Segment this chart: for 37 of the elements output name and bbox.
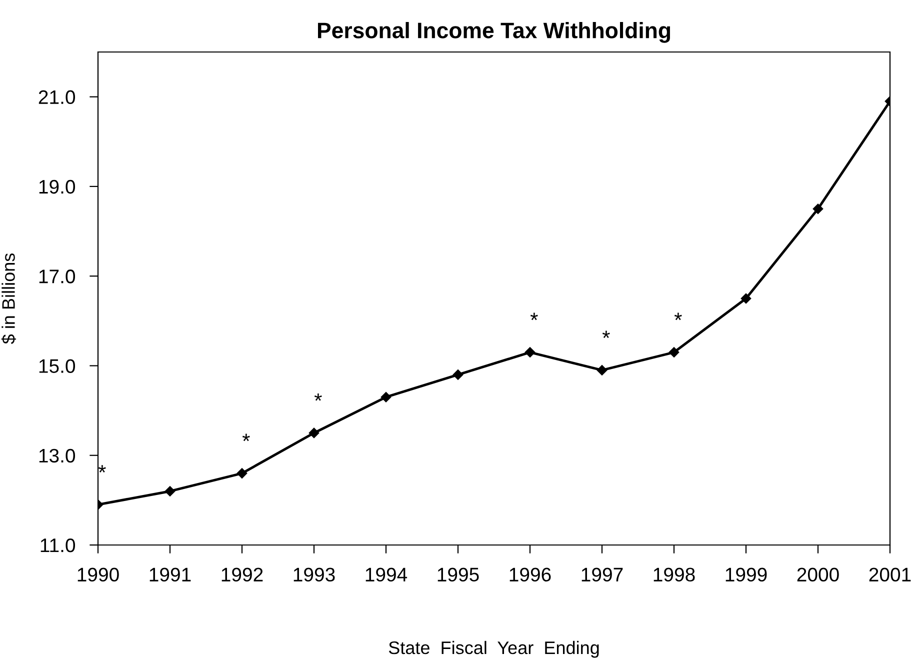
- chart-title: Personal Income Tax Withholding: [318, 22, 670, 43]
- x-tick-label: 1993: [294, 568, 335, 582]
- annotation: *: [602, 330, 610, 338]
- y-tick-label: 13.0: [39, 448, 76, 463]
- point: [668, 347, 680, 358]
- annotation: *: [242, 434, 250, 442]
- y-tick-label: 15.0: [39, 359, 76, 373]
- point: [596, 365, 608, 376]
- point: [308, 428, 320, 438]
- point: [380, 392, 392, 402]
- point: [236, 468, 248, 478]
- x-tick-label: 1994: [366, 568, 408, 582]
- y-tick-label: 19.0: [39, 180, 76, 194]
- x-tick-label: 1996: [510, 568, 551, 582]
- point: [812, 204, 824, 214]
- x-tick-label: 1992: [222, 568, 263, 582]
- x-tick-label: 2000: [797, 568, 839, 582]
- annotation: *: [530, 312, 538, 320]
- x-tick-label: 2001: [869, 568, 911, 582]
- y-axis-title: $ in Billions: [1, 253, 16, 344]
- point: [164, 486, 176, 496]
- x-tick-label: 1997: [582, 568, 623, 582]
- annotation: *: [314, 393, 322, 401]
- x-tick-label: 1991: [150, 568, 191, 582]
- point: [452, 370, 464, 380]
- x-tick-label: 1999: [726, 568, 767, 582]
- y-tick-label: 21.0: [38, 90, 76, 104]
- y-tick-label: 17.0: [39, 270, 76, 284]
- annotation: *: [674, 312, 682, 320]
- x-axis-title: State Fiscal Year Ending: [388, 640, 599, 658]
- point: [740, 293, 752, 304]
- x-tick-label: 1998: [654, 568, 695, 582]
- x-tick-label: 1990: [78, 568, 119, 582]
- x-tick-label: 1995: [438, 568, 479, 582]
- point: [524, 347, 536, 358]
- y-tick-label: 11.0: [40, 538, 76, 552]
- annotation: *: [98, 465, 106, 472]
